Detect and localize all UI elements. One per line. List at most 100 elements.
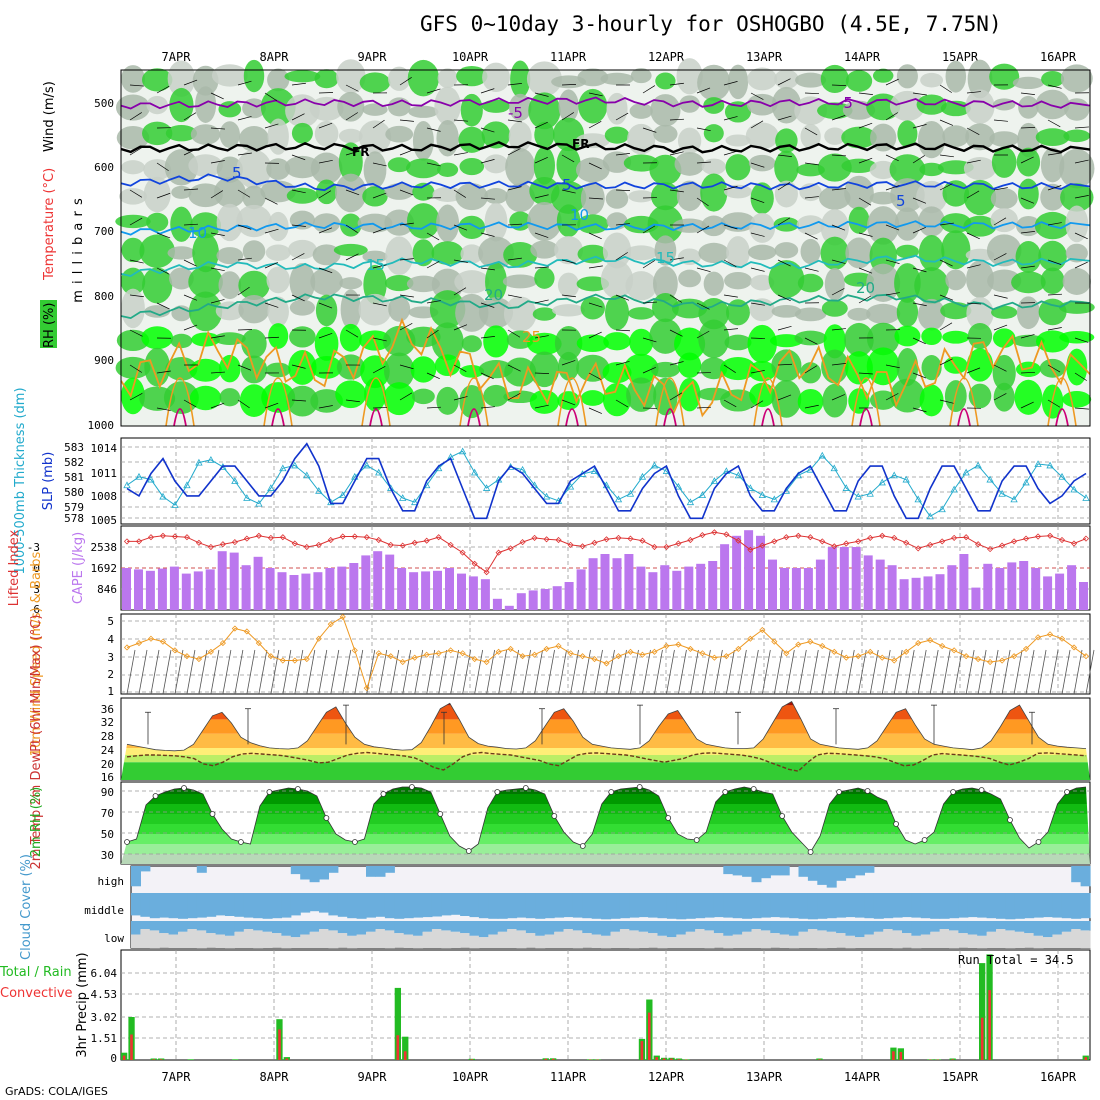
cape-bar — [660, 565, 670, 610]
cloud-cell-clear — [497, 931, 508, 948]
date-label: 11APR — [550, 50, 587, 64]
wind-barb — [237, 257, 252, 261]
wind-barb — [723, 224, 738, 230]
cloud-cell — [243, 893, 254, 918]
rh-cell — [921, 327, 942, 346]
wind-barb — [291, 189, 306, 194]
rh-cell — [1062, 391, 1092, 408]
wind-barb — [723, 185, 738, 191]
rh-cell — [650, 361, 681, 378]
li-point — [483, 569, 490, 576]
wind-barb — [183, 399, 197, 408]
wind-barb — [453, 259, 468, 263]
rh-cell — [1038, 240, 1067, 272]
cloud-cell — [902, 893, 912, 918]
rh-cell — [678, 377, 701, 412]
cloud-cell — [1014, 893, 1025, 919]
cloud-cell — [206, 893, 217, 917]
isotherm-label: 5 — [562, 176, 572, 194]
slp-tick: 1005 — [91, 514, 118, 527]
wind-barb — [588, 197, 603, 200]
wind-barb — [696, 406, 711, 409]
wind-barb — [264, 262, 278, 269]
cloud-cell — [798, 866, 809, 877]
wind-barb — [939, 183, 953, 191]
cloud-cell-clear — [159, 933, 170, 948]
rh-cell — [339, 323, 362, 352]
rh-point — [294, 786, 301, 792]
wind-speed-point — [507, 645, 514, 652]
wind-barb — [507, 83, 522, 86]
cloud-cell — [478, 921, 489, 938]
wind-speed-point — [771, 638, 778, 645]
rh-cell — [362, 186, 388, 207]
cloud-cell — [394, 893, 405, 919]
surface-wind-barb — [222, 649, 232, 695]
wind-barb — [291, 224, 306, 227]
li-point — [243, 535, 250, 542]
rh-cell — [483, 154, 509, 174]
li-tick: 6 — [33, 603, 40, 616]
rh-cell — [774, 69, 799, 89]
precip-conv-bar — [988, 990, 991, 1060]
wind-barb — [291, 364, 306, 369]
li-point — [291, 540, 298, 547]
cloud-cell — [366, 893, 376, 918]
li-point — [603, 536, 610, 543]
cloud-cell-clear — [1080, 930, 1091, 949]
thickness-tick: 579 — [64, 501, 84, 514]
cloud-cell — [779, 921, 790, 935]
thickness-point — [159, 492, 167, 500]
rh-cell — [848, 388, 870, 414]
rh-point — [1064, 789, 1070, 795]
cloud-cell — [225, 893, 235, 916]
cloud-cell — [149, 893, 160, 919]
thickness-point — [458, 447, 467, 455]
rh-cell — [312, 213, 341, 234]
rh-cell — [552, 304, 586, 317]
wind-barb — [399, 119, 414, 122]
wind-barb — [804, 232, 818, 240]
rh-cell — [768, 260, 805, 298]
wind-barb — [156, 370, 171, 374]
surface-wind-barb — [749, 649, 759, 695]
rh-cell — [165, 125, 197, 142]
rh-cell — [335, 173, 367, 213]
temp-axis-label: 2m Temp 2m DewPt (6hr Min/Max) (°C) — [29, 615, 44, 870]
rh-cell — [533, 146, 555, 185]
precip-conv-bar — [655, 1057, 658, 1060]
li-point — [855, 538, 862, 545]
wind-barb — [912, 124, 927, 129]
wind-barb — [237, 364, 252, 371]
cloud-cell — [450, 921, 461, 932]
freezing-level-label: FR — [352, 145, 369, 159]
cloud-cell — [713, 893, 724, 918]
surface-wind-barb — [773, 649, 783, 695]
surface-wind-barb — [414, 649, 424, 695]
rh-cell — [967, 59, 993, 99]
wind-barb — [588, 120, 602, 129]
precip-legend-total: Total / Rain — [0, 965, 72, 980]
rh-cell — [992, 328, 1016, 348]
cloud-cell — [290, 866, 301, 875]
li-point — [411, 539, 418, 546]
rh-cell — [965, 123, 995, 151]
wind-barb — [1020, 92, 1035, 95]
rh-cell — [774, 150, 799, 185]
li-point — [279, 534, 286, 541]
cloud-cell — [864, 866, 875, 873]
rh-cell — [676, 58, 703, 95]
cloud-cell — [225, 921, 235, 936]
surface-wind-barb — [282, 649, 292, 695]
rh-cell — [1040, 183, 1065, 211]
cloud-cell-clear — [949, 930, 959, 949]
wind-barb — [561, 189, 576, 194]
li-point — [999, 542, 1006, 549]
rh-cell — [600, 72, 634, 85]
wind-tick: 2 — [107, 668, 114, 681]
cloud-cell-clear — [582, 933, 593, 948]
wind-speed-point — [579, 653, 586, 660]
wind-speed-point — [747, 635, 754, 642]
cape-bar — [468, 576, 478, 610]
cloud-cell — [413, 893, 424, 918]
